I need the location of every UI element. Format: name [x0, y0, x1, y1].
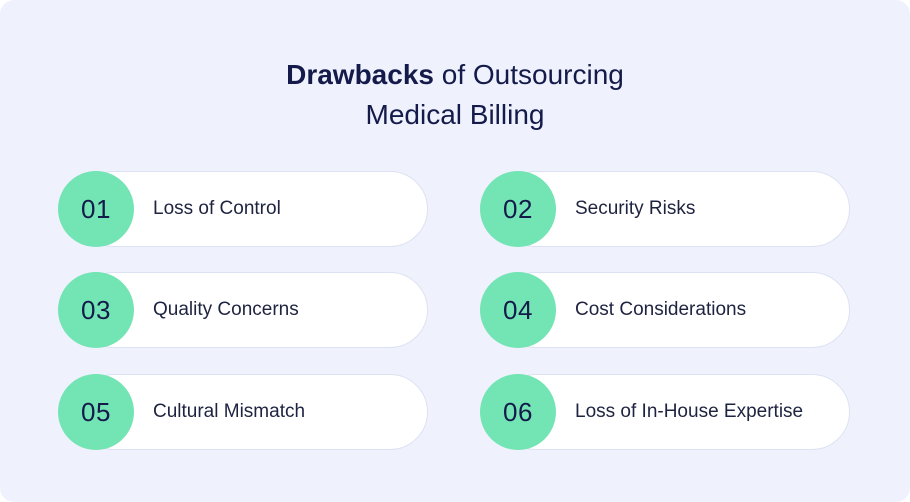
item-label: Quality Concerns — [153, 299, 299, 320]
item-label: Security Risks — [575, 198, 696, 219]
item-card — [76, 374, 428, 450]
list-item-02: 02 Security Risks — [480, 171, 852, 247]
item-number-badge: 04 — [480, 272, 556, 348]
title-line-2: Medical Billing — [365, 99, 545, 130]
item-card — [76, 272, 428, 348]
item-label: Cost Considerations — [575, 299, 747, 320]
title-line-1: Drawbacks of Outsourcing — [0, 55, 910, 95]
title-bold-word: Drawbacks — [286, 59, 434, 90]
page-title: Drawbacks of Outsourcing Medical Billing — [0, 55, 910, 135]
item-label: Loss of Control — [153, 198, 281, 219]
item-card — [498, 272, 850, 348]
item-number-badge: 03 — [58, 272, 134, 348]
title-rest: of Outsourcing — [441, 59, 624, 90]
list-item-05: 05 Cultural Mismatch — [58, 374, 430, 450]
list-item-04: 04 Cost Considerations — [480, 272, 852, 348]
item-card — [76, 171, 428, 247]
item-card — [498, 374, 850, 450]
list-item-06: 06 Loss of In-House Expertise — [480, 374, 852, 450]
list-item-03: 03 Quality Concerns — [58, 272, 430, 348]
item-label: Cultural Mismatch — [153, 401, 306, 422]
item-number-badge: 02 — [480, 171, 556, 247]
item-number-badge: 06 — [480, 374, 556, 450]
item-label: Loss of In-House Expertise — [575, 401, 804, 422]
item-number-badge: 01 — [58, 171, 134, 247]
item-card — [498, 171, 850, 247]
list-item-01: 01 Loss of Control — [58, 171, 430, 247]
item-number-badge: 05 — [58, 374, 134, 450]
